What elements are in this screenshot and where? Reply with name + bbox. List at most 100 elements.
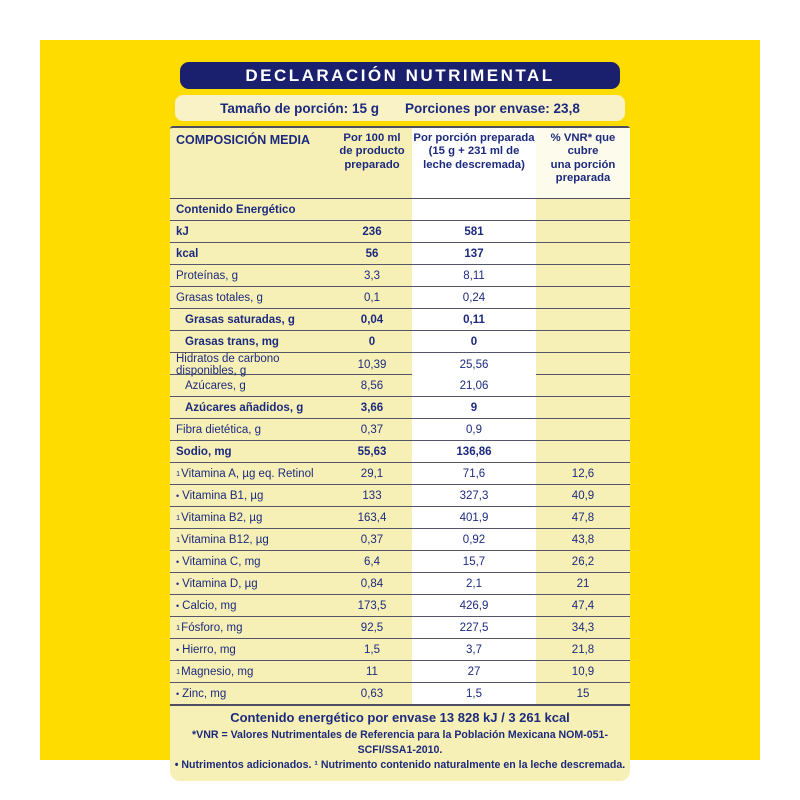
portion-size-label: Tamaño de porción: (220, 101, 349, 116)
per-100ml-value: 0,63 (360, 687, 384, 700)
per-100ml-value: 0,04 (360, 313, 384, 326)
pct-vnr-value: 10,9 (571, 665, 595, 678)
pct-vnr-value: 21 (576, 577, 590, 590)
per-portion-value: 581 (412, 221, 536, 242)
servings-per-container: Porciones por envase: 23,8 (405, 101, 580, 116)
per-portion-value: 426,9 (412, 595, 536, 616)
nutrient-label: 1 Fósforo, mg (176, 621, 243, 634)
pct-vnr-value (536, 199, 630, 220)
table-row: 1 Vitamina A, µg eq. Retinol 29,1 71,6 12,6 (170, 463, 630, 485)
per-100ml-value: 133 (362, 489, 382, 502)
nutrient-label: • Vitamina B1, µg (176, 489, 264, 502)
per-100ml-value: 11 (366, 665, 378, 678)
nutrient-label: 1 Vitamina A, µg eq. Retinol (176, 467, 314, 480)
nutrient-label: Hidratos de carbono disponibles, g (176, 353, 280, 377)
nutrient-label: kcal (176, 247, 199, 260)
nutrient-label: kJ (176, 225, 189, 238)
table-row: Sodio, mg 55,63 136,86 (170, 441, 630, 463)
pct-vnr-value: 47,4 (571, 599, 595, 612)
footnote-markers: • Nutrimentos adicionados. ¹ Nutrimento … (174, 758, 626, 771)
per-portion-value: 9 (412, 397, 536, 418)
table-row: kcal 56 137 (170, 243, 630, 265)
title-banner: DECLARACIÓN NUTRIMENTAL (180, 62, 620, 89)
pct-vnr-value: 15 (576, 687, 590, 700)
column-header-composition: COMPOSICIÓN MEDIA (176, 133, 311, 147)
per-100ml-value: 0,37 (360, 423, 384, 436)
per-portion-value: 137 (412, 243, 536, 264)
table-row: Fibra dietética, g 0,37 0,9 (170, 419, 630, 441)
per-100ml-value: 3,3 (364, 269, 380, 282)
nutrient-label: Grasas totales, g (176, 291, 263, 304)
table-row: • Vitamina D, µg 0,84 2,1 21 (170, 573, 630, 595)
serving-info-box: Tamaño de porción: 15 g Porciones por en… (175, 95, 625, 121)
nutrient-label: • Zinc, mg (176, 687, 227, 700)
table-row: • Hierro, mg 1,5 3,7 21,8 (170, 639, 630, 661)
per-portion-value: 0 (412, 331, 536, 352)
nutrient-label: Grasas trans, mg (185, 335, 279, 348)
per-portion-value: 25,56 (412, 353, 536, 377)
per-100ml-value: 236 (362, 225, 382, 238)
pct-vnr-value (536, 331, 630, 352)
per-100ml-value: 0,84 (360, 577, 384, 590)
nutrient-label: Fibra dietética, g (176, 423, 262, 436)
servings-label: Porciones por envase: (404, 101, 550, 116)
per-portion-value: 2,1 (412, 573, 536, 594)
per-100ml-value: 0,1 (364, 291, 380, 304)
table-row: • Vitamina B1, µg 133 327,3 40,9 (170, 485, 630, 507)
per-portion-value: 0,9 (412, 419, 536, 440)
per-portion-value: 327,3 (412, 485, 536, 506)
nutrient-label: • Vitamina D, µg (176, 577, 258, 590)
pct-vnr-value: 47,8 (571, 511, 595, 524)
per-portion-value: 0,24 (412, 287, 536, 308)
per-portion-value: 401,9 (412, 507, 536, 528)
yellow-panel: DECLARACIÓN NUTRIMENTAL Tamaño de porció… (40, 40, 760, 782)
pct-vnr-value: 26,2 (571, 555, 595, 568)
per-100ml-value: 55,63 (357, 445, 387, 458)
nutrient-label: 1 Vitamina B12, µg (176, 533, 269, 546)
column-header-per-100ml: Por 100 ml de producto preparado (339, 132, 405, 171)
table-row: 1 Fósforo, mg 92,5 227,5 34,3 (170, 617, 630, 639)
per-100ml-value: 0,37 (360, 533, 384, 546)
per-100ml-value: 1,5 (364, 643, 380, 656)
per-100ml-value: 10,39 (357, 359, 387, 371)
table-row: 1 Vitamina B12, µg 0,37 0,92 43,8 (170, 529, 630, 551)
nutrient-label: Azúcares, g (185, 379, 246, 392)
page-title: DECLARACIÓN NUTRIMENTAL (245, 65, 555, 85)
pct-vnr-value: 21,8 (571, 643, 595, 656)
table-header-row: COMPOSICIÓN MEDIA Por 100 ml de producto… (170, 128, 630, 199)
per-portion-value: 136,86 (412, 441, 536, 462)
pct-vnr-value (536, 221, 630, 242)
table-row: Grasas trans, mg 0 0 (170, 331, 630, 353)
per-portion-value: 8,11 (412, 265, 536, 286)
table-row: Grasas totales, g 0,1 0,24 (170, 287, 630, 309)
pct-vnr-value (536, 265, 630, 286)
nutrient-label: 1 Magnesio, mg (176, 665, 254, 678)
portion-size-value: 15 g (351, 101, 379, 116)
per-portion-value: 21,06 (412, 375, 536, 396)
table-row: • Calcio, mg 173,5 426,9 47,4 (170, 595, 630, 617)
per-100ml-value: 6,4 (364, 555, 380, 568)
nutrient-label: Azúcares añadidos, g (185, 401, 304, 414)
table-row: Hidratos de carbono disponibles, g 10,39 2… (170, 353, 630, 377)
per-portion-value: 71,6 (412, 463, 536, 484)
table-row: Contenido Energético (170, 199, 630, 221)
nutrient-label: Sodio, mg (176, 445, 232, 458)
per-portion-value: 3,7 (412, 639, 536, 660)
per-portion-value (412, 199, 536, 220)
per-portion-value: 0,92 (412, 529, 536, 550)
column-header-pct-vnr: % VNR* que cubre una porción preparada (536, 128, 630, 198)
table-row: Azúcares añadidos, g 3,66 9 (170, 397, 630, 419)
table-body: Contenido Energético kJ 236 581 kcal 56 137 Pro… (170, 199, 630, 706)
per-100ml-value: 173,5 (357, 599, 387, 612)
table-row: • Vitamina C, mg 6,4 15,7 26,2 (170, 551, 630, 573)
per-portion-value: 0,11 (412, 309, 536, 330)
table-row: • Zinc, mg 0,63 1,5 15 (170, 683, 630, 706)
per-100ml-value (332, 199, 412, 220)
nutrient-label: Contenido Energético (176, 203, 296, 216)
per-100ml-value: 163,4 (357, 511, 387, 524)
pct-vnr-value: 40,9 (571, 489, 595, 502)
portion-size: Tamaño de porción: 15 g (220, 101, 379, 116)
per-portion-value: 1,5 (412, 683, 536, 704)
table-row: 1 Magnesio, mg 11 27 10,9 (170, 661, 630, 683)
